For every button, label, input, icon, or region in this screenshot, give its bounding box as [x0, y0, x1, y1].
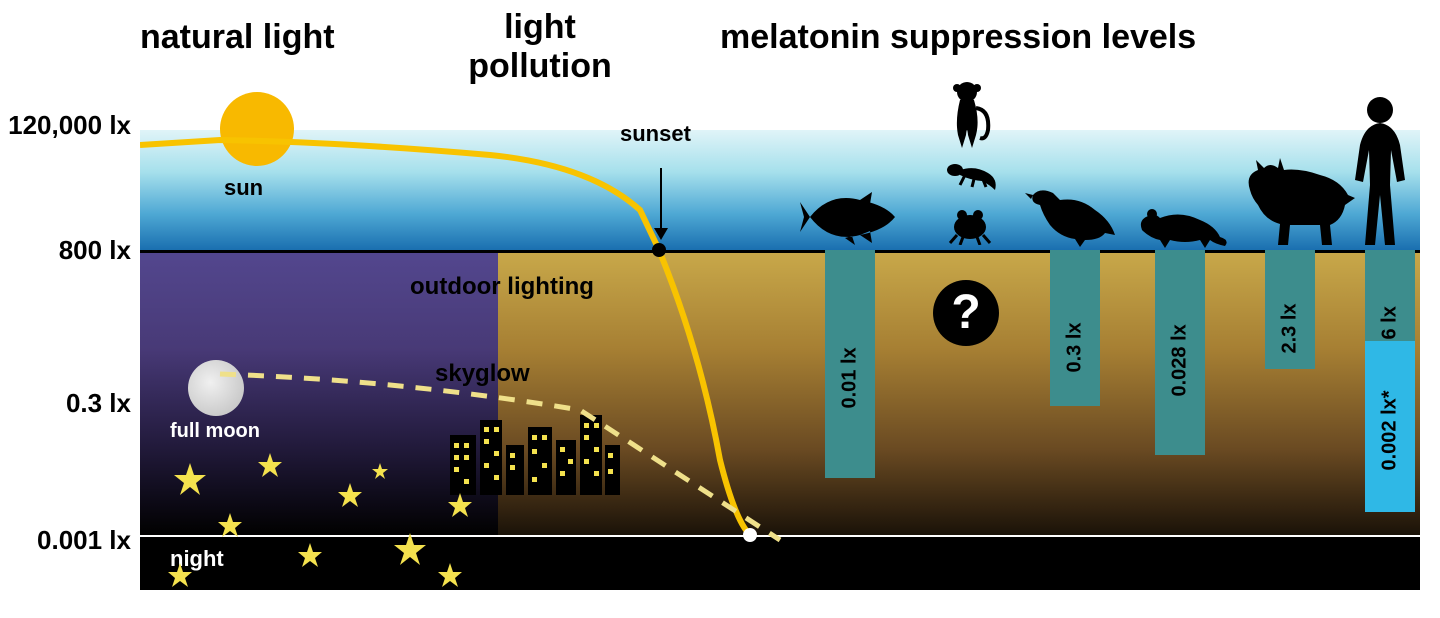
bar-label-human1: 6 lx — [1379, 250, 1402, 340]
bar-rodent: 0.028 lx — [1155, 250, 1205, 455]
monkey-icon — [940, 80, 995, 150]
bar-fish: 0.01 lx — [825, 250, 875, 478]
bar-label-fish: 0.01 lx — [839, 318, 862, 408]
human-icon — [1345, 95, 1415, 250]
axis-label-0.001lx: 0.001 lx — [6, 525, 131, 556]
bar-human2: 0.002 lx* — [1365, 341, 1415, 512]
cow-icon — [1230, 150, 1360, 250]
bar-label-bird: 0.3 lx — [1064, 283, 1087, 373]
heading-natural-light: natural light — [140, 18, 335, 57]
melatonin-bars: 0.01 lx 0.3 lx 0.028 lx 2.3 lx 6 lx 0.002 lx* — [140, 250, 1420, 535]
bar-bird: 0.3 lx — [1050, 250, 1100, 407]
bar-cow: 2.3 lx — [1265, 250, 1315, 370]
axis-label-120000lx: 120,000 lx — [6, 110, 131, 141]
sun-label: sun — [224, 175, 263, 201]
sunset-arrow-icon — [660, 168, 662, 238]
bar-label-human2: 0.002 lx* — [1379, 381, 1402, 471]
unknown-marker: ? — [933, 280, 999, 346]
fish-icon — [800, 190, 900, 245]
frog-icon — [945, 205, 995, 245]
bird-icon — [1025, 185, 1120, 250]
sunset-label: sunset — [620, 121, 691, 147]
heading-melatonin: melatonin suppression levels — [720, 18, 1196, 57]
axis-label-0.3lx: 0.3 lx — [6, 388, 131, 419]
sun-icon — [220, 92, 294, 166]
chart-area: sun full moon outdoor lighting skyglow n… — [140, 130, 1420, 590]
bar-label-rodent: 0.028 lx — [1169, 307, 1192, 397]
heading-light-pollution: light pollution — [440, 8, 640, 86]
rodent-icon — [1130, 202, 1230, 250]
bar-human1: 6 lx — [1365, 250, 1415, 341]
lizard-icon — [940, 155, 1000, 195]
bar-label-cow: 2.3 lx — [1279, 264, 1302, 354]
axis-label-800lx: 800 lx — [6, 235, 131, 266]
